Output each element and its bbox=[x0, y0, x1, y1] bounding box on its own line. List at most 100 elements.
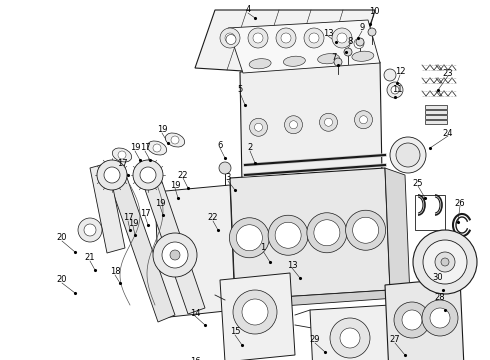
Circle shape bbox=[268, 215, 308, 255]
Circle shape bbox=[413, 230, 477, 294]
Text: 22: 22 bbox=[208, 213, 218, 222]
Circle shape bbox=[275, 222, 301, 248]
Bar bbox=[425, 105, 447, 109]
Text: 20: 20 bbox=[57, 234, 67, 243]
Circle shape bbox=[281, 33, 291, 43]
Text: 19: 19 bbox=[157, 126, 167, 135]
Circle shape bbox=[236, 225, 262, 251]
Ellipse shape bbox=[318, 54, 340, 64]
Ellipse shape bbox=[249, 59, 271, 69]
Text: 17: 17 bbox=[117, 158, 127, 167]
Circle shape bbox=[337, 33, 347, 43]
Text: 6: 6 bbox=[217, 140, 222, 149]
Text: 25: 25 bbox=[413, 179, 423, 188]
Bar bbox=[425, 115, 447, 119]
Text: 11: 11 bbox=[392, 85, 402, 94]
Circle shape bbox=[402, 310, 422, 330]
Text: 20: 20 bbox=[57, 275, 67, 284]
Polygon shape bbox=[108, 172, 175, 322]
Circle shape bbox=[104, 167, 120, 183]
Polygon shape bbox=[235, 290, 410, 308]
Circle shape bbox=[84, 224, 96, 236]
Bar bbox=[425, 120, 447, 124]
Circle shape bbox=[140, 167, 156, 183]
Circle shape bbox=[345, 210, 386, 250]
Text: 19: 19 bbox=[130, 144, 140, 153]
Text: 27: 27 bbox=[390, 336, 400, 345]
Polygon shape bbox=[310, 305, 393, 360]
Circle shape bbox=[441, 258, 449, 266]
Text: 2: 2 bbox=[247, 144, 253, 153]
Circle shape bbox=[220, 28, 240, 48]
Circle shape bbox=[390, 137, 426, 173]
Circle shape bbox=[249, 118, 268, 136]
Circle shape bbox=[354, 39, 364, 49]
Polygon shape bbox=[385, 278, 465, 360]
Text: 19: 19 bbox=[170, 180, 180, 189]
Circle shape bbox=[360, 116, 368, 124]
Text: 13: 13 bbox=[287, 261, 297, 270]
Circle shape bbox=[304, 28, 324, 48]
Circle shape bbox=[330, 318, 370, 358]
Circle shape bbox=[324, 118, 333, 126]
Text: 9: 9 bbox=[359, 23, 365, 32]
Circle shape bbox=[387, 82, 403, 98]
Circle shape bbox=[276, 28, 296, 48]
Circle shape bbox=[394, 302, 430, 338]
Circle shape bbox=[118, 151, 126, 159]
Circle shape bbox=[171, 136, 179, 144]
Text: 10: 10 bbox=[369, 8, 379, 17]
Circle shape bbox=[253, 33, 263, 43]
Text: 19: 19 bbox=[155, 198, 165, 207]
Ellipse shape bbox=[165, 133, 185, 147]
Text: 5: 5 bbox=[237, 85, 243, 94]
Text: 8: 8 bbox=[347, 37, 353, 46]
Circle shape bbox=[226, 35, 236, 45]
Circle shape bbox=[242, 299, 268, 325]
Polygon shape bbox=[90, 163, 125, 253]
Polygon shape bbox=[240, 62, 382, 185]
Circle shape bbox=[334, 58, 342, 66]
Text: 30: 30 bbox=[433, 274, 443, 283]
Circle shape bbox=[78, 218, 102, 242]
Text: 12: 12 bbox=[395, 68, 405, 77]
Text: 3: 3 bbox=[225, 174, 231, 183]
Text: 24: 24 bbox=[443, 129, 453, 138]
Circle shape bbox=[307, 213, 347, 253]
Circle shape bbox=[344, 48, 352, 56]
Circle shape bbox=[133, 160, 163, 190]
Circle shape bbox=[353, 217, 379, 243]
Ellipse shape bbox=[283, 56, 305, 66]
Circle shape bbox=[384, 69, 396, 81]
Polygon shape bbox=[385, 168, 410, 297]
Text: 26: 26 bbox=[455, 198, 466, 207]
Circle shape bbox=[285, 116, 302, 134]
Ellipse shape bbox=[112, 148, 132, 162]
Text: 16: 16 bbox=[190, 357, 200, 360]
Circle shape bbox=[254, 123, 263, 131]
Circle shape bbox=[97, 160, 127, 190]
Circle shape bbox=[396, 143, 420, 167]
Circle shape bbox=[233, 290, 277, 334]
Text: 7: 7 bbox=[331, 54, 337, 63]
Text: 15: 15 bbox=[230, 328, 240, 337]
Circle shape bbox=[225, 33, 235, 43]
Text: 19: 19 bbox=[128, 219, 138, 228]
Polygon shape bbox=[230, 168, 390, 300]
Circle shape bbox=[153, 144, 161, 152]
Text: 17: 17 bbox=[140, 144, 150, 153]
Circle shape bbox=[229, 218, 270, 258]
Text: 22: 22 bbox=[178, 171, 188, 180]
Polygon shape bbox=[140, 170, 205, 314]
Text: 1: 1 bbox=[260, 243, 266, 252]
Circle shape bbox=[153, 233, 197, 277]
Text: 29: 29 bbox=[310, 336, 320, 345]
Text: 23: 23 bbox=[442, 68, 453, 77]
Circle shape bbox=[319, 113, 338, 131]
Circle shape bbox=[162, 242, 188, 268]
Circle shape bbox=[423, 240, 467, 284]
Circle shape bbox=[314, 220, 340, 246]
Circle shape bbox=[290, 121, 297, 129]
Circle shape bbox=[170, 250, 180, 260]
Circle shape bbox=[332, 28, 352, 48]
